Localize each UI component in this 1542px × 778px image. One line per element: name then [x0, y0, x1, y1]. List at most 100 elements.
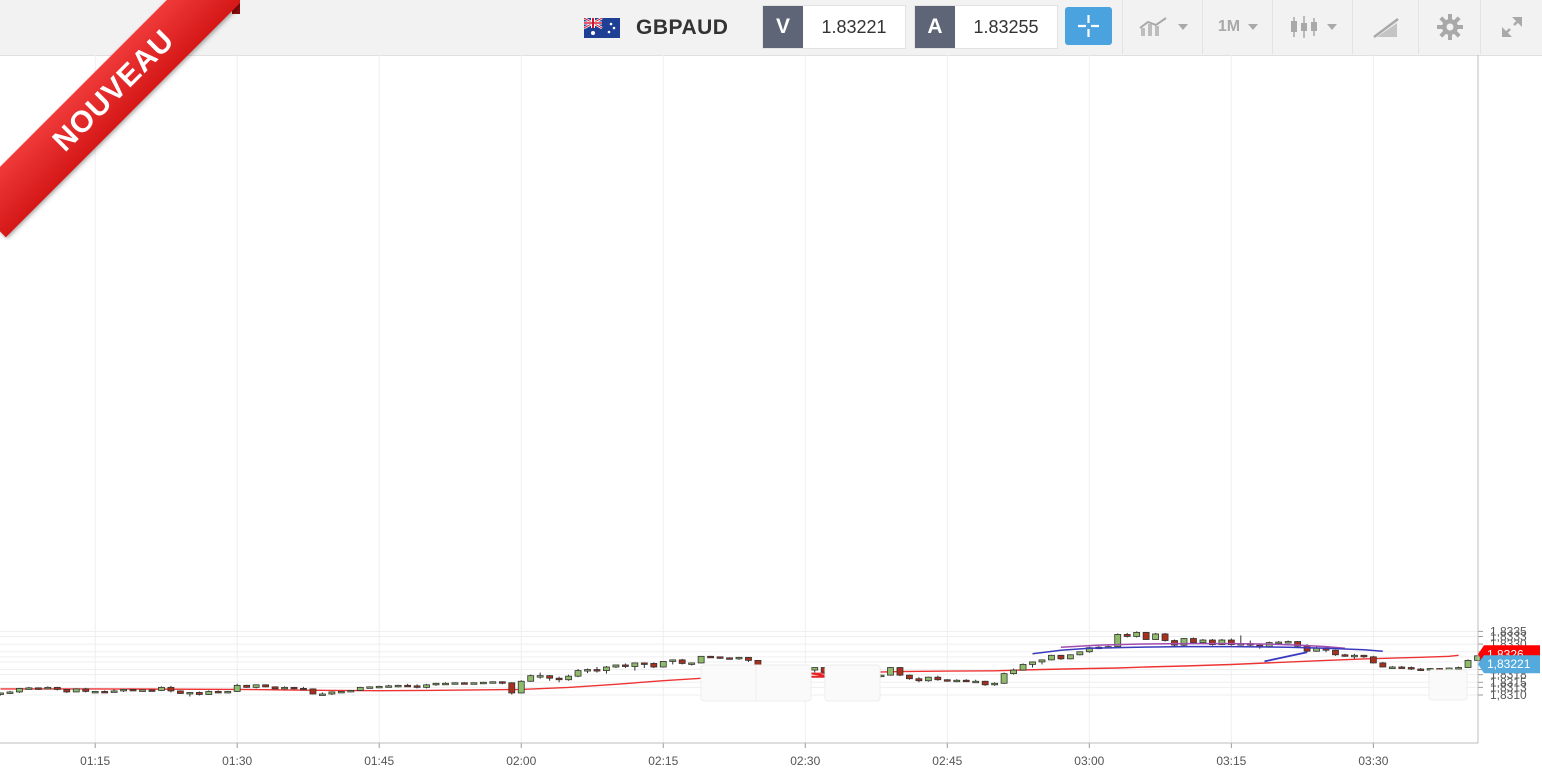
candle — [0, 692, 4, 696]
candle — [309, 688, 317, 695]
candle-body — [375, 685, 383, 689]
candle-body — [887, 667, 894, 676]
scroll-control[interactable] — [824, 664, 881, 702]
candle-body — [896, 667, 904, 676]
gb-au-flag-icon — [584, 18, 620, 38]
candle-body — [1369, 656, 1377, 664]
candle-body — [1199, 639, 1207, 643]
candle — [811, 667, 819, 673]
candle-body — [612, 664, 620, 668]
candle-body — [953, 679, 961, 683]
candle — [612, 664, 620, 669]
price-chart[interactable]: 1,83351,83331,83301,83271,83251,83231,83… — [0, 55, 1542, 778]
candle — [887, 667, 894, 676]
candle-body — [716, 656, 724, 659]
candle — [6, 690, 14, 694]
candle — [924, 676, 932, 682]
candle — [432, 682, 440, 686]
reset-view-control[interactable] — [1428, 669, 1468, 701]
x-tick-label: 02:45 — [932, 754, 962, 768]
purple-curve — [1060, 642, 1346, 649]
drawing-tools-button[interactable] — [1352, 0, 1419, 54]
candle-body — [356, 686, 364, 691]
candle-body — [1341, 654, 1349, 657]
fullscreen-button[interactable] — [1480, 0, 1542, 54]
candle — [962, 679, 970, 683]
candle-body — [290, 686, 298, 690]
candle-body — [1010, 669, 1017, 675]
candle-body — [584, 669, 591, 672]
candle-body — [101, 691, 109, 694]
candle — [981, 680, 989, 686]
candle — [1284, 640, 1292, 644]
candle — [1227, 638, 1235, 646]
candle-body — [508, 682, 516, 694]
bid-price-box[interactable]: V 1.83221 — [762, 5, 906, 49]
timeframe-button[interactable]: 1M — [1202, 0, 1273, 54]
candle-body — [707, 655, 714, 659]
chevron-down-icon — [1327, 24, 1337, 30]
x-tick-label: 01:15 — [80, 754, 110, 768]
candle-body — [1180, 638, 1188, 646]
candle-body — [120, 689, 127, 692]
candle — [233, 683, 241, 692]
candle — [640, 662, 648, 669]
candle — [498, 681, 506, 685]
candle-body — [621, 664, 629, 667]
candle-body — [1455, 667, 1462, 670]
candle — [139, 689, 146, 692]
candle-body — [631, 662, 639, 667]
candle-body — [25, 687, 33, 690]
candle — [394, 684, 402, 688]
candle-body — [915, 678, 923, 682]
candle — [1161, 632, 1169, 642]
candle-body — [63, 689, 71, 693]
candle — [896, 667, 904, 677]
candle-body — [404, 684, 412, 688]
candle-body — [91, 691, 99, 694]
candle — [527, 674, 535, 682]
instrument-symbol: GBPAUD — [636, 16, 729, 39]
candle — [413, 684, 421, 689]
settings-button[interactable] — [1418, 0, 1481, 54]
x-tick-label: 01:45 — [364, 754, 394, 768]
candle — [148, 689, 156, 692]
candle — [1048, 654, 1055, 661]
candle — [1133, 631, 1141, 638]
candle-body — [650, 663, 658, 668]
instrument-selector[interactable]: GBPAUD — [584, 14, 728, 42]
candle — [650, 662, 658, 669]
candle-body — [34, 687, 42, 690]
candle-body — [1029, 661, 1036, 665]
candle — [243, 684, 251, 688]
timeframe-label: 1M — [1217, 18, 1241, 35]
candle — [423, 683, 430, 689]
ask-price-box[interactable]: A 1.83255 — [914, 5, 1058, 49]
candle-body — [337, 691, 345, 694]
blue-trendline — [1264, 651, 1308, 663]
candle-body — [1057, 654, 1065, 660]
x-tick-label: 01:30 — [222, 754, 252, 768]
candle — [1029, 661, 1036, 668]
price-tag-label: 1,83221 — [1487, 657, 1531, 671]
candle-body — [1407, 667, 1415, 670]
candle — [943, 679, 951, 682]
candle-body — [659, 661, 667, 668]
candle-body — [423, 684, 430, 688]
x-tick-label: 03:30 — [1358, 754, 1388, 768]
candle-body — [1284, 641, 1292, 644]
crosshair-button[interactable] — [1065, 7, 1112, 45]
candle — [34, 687, 42, 690]
candle-body — [1294, 641, 1302, 647]
chart-type-button[interactable] — [1272, 0, 1353, 54]
candle — [1123, 632, 1131, 638]
candle — [271, 686, 279, 690]
candle-body — [271, 686, 279, 690]
candle-body — [574, 670, 582, 677]
indicators-button[interactable] — [1122, 0, 1203, 54]
candle — [176, 690, 184, 694]
bid-value: 1.83221 — [821, 16, 887, 37]
candle — [375, 685, 383, 689]
candle — [91, 690, 99, 694]
candle — [461, 682, 468, 685]
